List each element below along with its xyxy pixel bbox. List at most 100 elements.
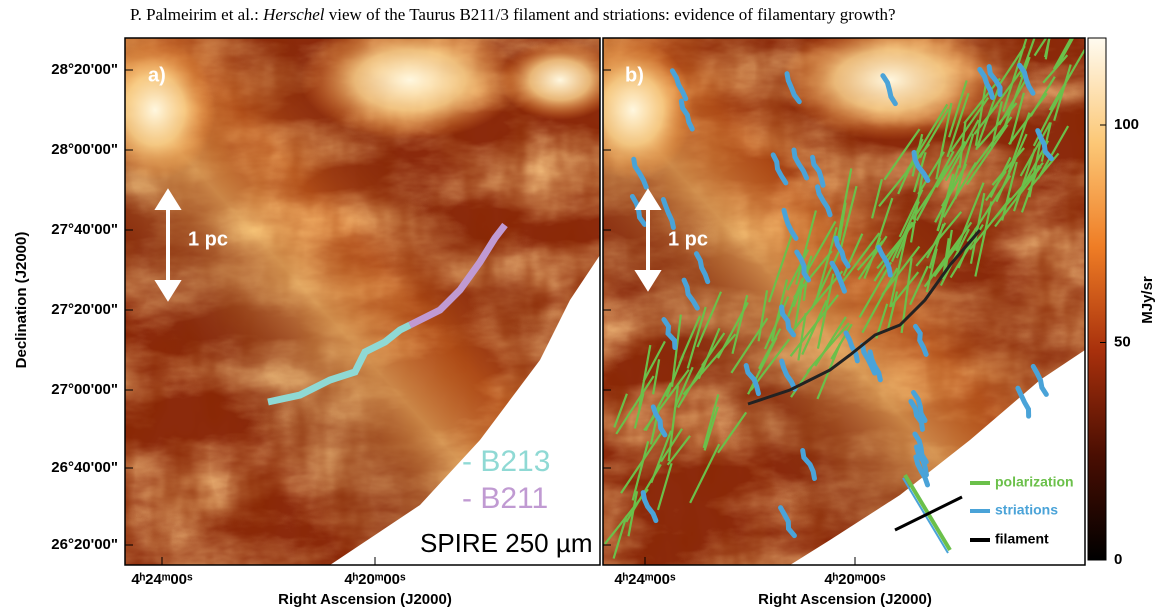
polarization-vector bbox=[935, 140, 966, 188]
polarization-vector bbox=[792, 255, 813, 308]
polarization-vector bbox=[697, 327, 721, 380]
polarization-vector bbox=[660, 428, 683, 463]
polarization-vector bbox=[911, 133, 924, 177]
polarization-vector bbox=[793, 283, 804, 329]
polarization-vector bbox=[644, 382, 672, 431]
x-axis-label: Right Ascension (J2000) bbox=[278, 591, 452, 608]
header-rest: view of the Taurus B211/3 filament and s… bbox=[328, 5, 896, 24]
striation bbox=[631, 156, 649, 190]
legend-b211: - B211 bbox=[462, 482, 548, 515]
polarization-vector bbox=[1042, 54, 1069, 84]
colorbar bbox=[1087, 37, 1107, 561]
polarization-vector bbox=[811, 245, 843, 309]
striation bbox=[810, 154, 826, 188]
y-tick-label: 28°20'00" bbox=[51, 61, 118, 78]
striation bbox=[791, 147, 810, 181]
polarization-vector bbox=[731, 294, 749, 355]
polarization-vector bbox=[656, 462, 673, 511]
polarization-vector bbox=[797, 312, 807, 361]
polarization-vector bbox=[642, 340, 666, 382]
striation bbox=[912, 323, 929, 357]
polarization-vector bbox=[801, 299, 828, 355]
polarization-vector bbox=[1009, 92, 1025, 145]
polarization-vector bbox=[604, 488, 649, 545]
polarization-vector bbox=[786, 249, 810, 291]
polarization-vector bbox=[974, 201, 993, 277]
polarization-vector bbox=[934, 163, 968, 223]
polarization-vector bbox=[689, 443, 721, 504]
polarization-vector bbox=[670, 314, 682, 387]
striation bbox=[833, 235, 851, 269]
colorbar-tick-label: 100 bbox=[1114, 116, 1139, 133]
striation bbox=[860, 342, 878, 376]
polarization-vector bbox=[620, 431, 663, 494]
x-axis-label: Right Ascension (J2000) bbox=[758, 591, 932, 608]
map-b bbox=[603, 38, 1085, 565]
striation bbox=[977, 66, 995, 100]
striation bbox=[867, 349, 883, 383]
polarization-vector bbox=[886, 291, 899, 332]
polarization-vector bbox=[923, 221, 973, 288]
polarization-vector bbox=[915, 150, 955, 222]
polarization-vector bbox=[795, 210, 818, 285]
y-tick-label: 26°20'00" bbox=[51, 536, 118, 553]
polarization-vector bbox=[842, 232, 881, 283]
polarization-vector bbox=[838, 202, 847, 241]
polarization-vector bbox=[898, 189, 924, 238]
striation bbox=[650, 404, 668, 438]
polarization-vector bbox=[802, 265, 810, 301]
polarization-vector bbox=[702, 394, 720, 449]
polarization-vector bbox=[1057, 38, 1075, 66]
y-tick-label: 27°20'00" bbox=[51, 301, 118, 318]
polarization-vector bbox=[874, 197, 894, 249]
polarization-vector bbox=[666, 435, 691, 466]
striation bbox=[986, 64, 1003, 98]
x-tick-label: 4ʰ24ᵐ00ˢ bbox=[614, 571, 676, 588]
polarization-vector bbox=[703, 406, 719, 451]
polarization-vector bbox=[1037, 125, 1070, 180]
polarization-vector bbox=[935, 102, 953, 180]
striation bbox=[784, 71, 802, 105]
striation bbox=[770, 152, 789, 186]
colorbar-tick-label: 50 bbox=[1114, 333, 1131, 350]
striation bbox=[880, 73, 898, 107]
x-tick-label: 4ʰ20ᵐ00ˢ bbox=[344, 571, 406, 588]
polarization-vector bbox=[730, 317, 769, 374]
y-tick-label: 27°40'00" bbox=[51, 221, 118, 238]
polarization-vector bbox=[871, 179, 883, 219]
polarization-vector bbox=[909, 265, 929, 306]
polarization-vector bbox=[815, 227, 838, 300]
polarization-vector bbox=[789, 294, 839, 357]
striation bbox=[743, 363, 761, 397]
polarization-vector bbox=[757, 290, 769, 342]
header-authors: P. Palmeirim et al.: bbox=[130, 5, 259, 24]
striation bbox=[781, 207, 799, 241]
legend-spire: SPIRE 250 µm bbox=[420, 528, 593, 558]
colorbar-label: MJy/sr bbox=[1139, 276, 1156, 324]
polarization-vector bbox=[873, 221, 914, 282]
polarization-vector bbox=[861, 267, 899, 334]
polarization-vector bbox=[883, 128, 921, 181]
scale-label: 1 pc bbox=[188, 228, 228, 250]
striation bbox=[829, 260, 847, 294]
striation bbox=[640, 490, 659, 524]
polarization-vector bbox=[652, 359, 661, 395]
striation bbox=[876, 244, 893, 278]
polarization-vector bbox=[1012, 148, 1036, 212]
striation bbox=[800, 448, 817, 482]
striation bbox=[681, 277, 700, 311]
polarization-vector bbox=[946, 92, 970, 158]
polarization-vector bbox=[944, 119, 980, 182]
polarization-vector bbox=[747, 336, 778, 395]
legend-striations: striations bbox=[995, 502, 1058, 518]
striation bbox=[1015, 385, 1032, 419]
polarization-vector bbox=[889, 233, 908, 308]
polarization-vector bbox=[985, 170, 1007, 202]
legend-filament: filament bbox=[995, 531, 1049, 547]
polarization-vector bbox=[678, 315, 701, 364]
polarization-vector bbox=[677, 360, 707, 409]
y-tick-label: 27°00'00" bbox=[51, 381, 118, 398]
polarization-vector bbox=[613, 393, 628, 428]
polarization-vector bbox=[1001, 161, 1018, 221]
polarization-vector bbox=[1052, 38, 1073, 70]
